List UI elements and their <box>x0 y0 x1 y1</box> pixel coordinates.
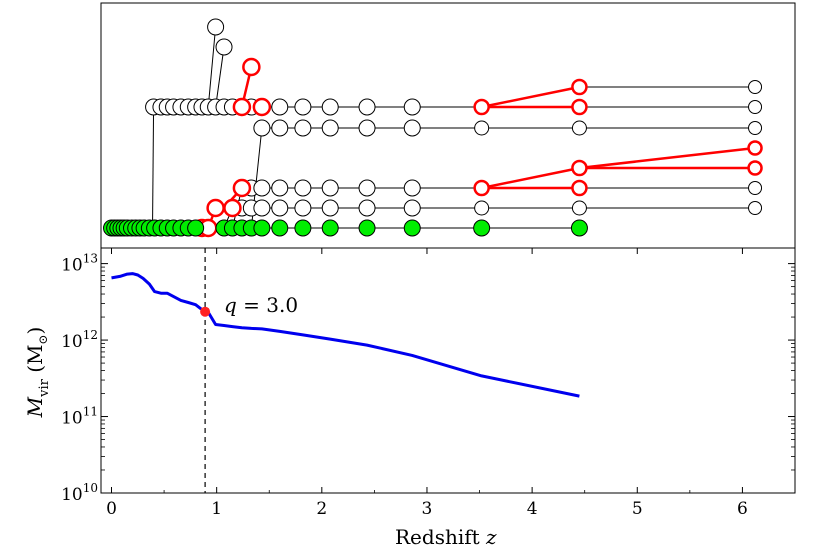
merger-halo-node <box>747 140 763 156</box>
halo-node <box>321 179 339 197</box>
main-progenitor-node <box>294 219 312 237</box>
red-link <box>579 146 756 170</box>
halo-node <box>271 179 289 197</box>
halo-node <box>748 181 763 195</box>
x-axis-label: Redshift z <box>395 525 497 549</box>
x-tick-label-6: 6 <box>737 499 748 519</box>
tree-panel-frame <box>100 2 796 249</box>
halo-node <box>271 119 289 137</box>
main-progenitor-node <box>271 219 289 237</box>
halo-node <box>294 179 312 197</box>
halo-node <box>321 119 339 137</box>
merger-halo-node <box>242 57 261 77</box>
x-tick-label-0: 0 <box>106 499 117 519</box>
halo-node <box>271 98 289 116</box>
y-axis-label: Mvir (M⊙) <box>23 327 52 419</box>
main-progenitor-node <box>358 219 376 237</box>
axis-ticks: 0 1 2 3 4 5 6 1010 1011 1012 1013 <box>61 248 795 519</box>
halo-node <box>294 119 312 137</box>
y-tick-label: 1013 <box>61 252 98 276</box>
merger-halo-node <box>571 98 588 116</box>
halo-node <box>403 199 421 217</box>
halo-node <box>403 179 421 197</box>
y-tick-label: 1010 <box>61 481 98 505</box>
x-tick-label-4: 4 <box>527 499 538 519</box>
x-tick-label-1: 1 <box>211 499 222 519</box>
halo-node <box>358 119 376 137</box>
halo-node <box>253 199 271 217</box>
y-tick-label: 1011 <box>61 405 98 429</box>
merger-halo-node <box>473 98 490 116</box>
q-annotation: q = 3.0 <box>224 293 298 317</box>
merger-halo-node <box>232 178 252 198</box>
merger-halo-node <box>473 179 490 197</box>
branch-connector <box>207 26 217 108</box>
halo-node <box>474 200 490 216</box>
halo-node <box>571 200 587 216</box>
halo-node <box>358 199 376 217</box>
main-progenitor-node <box>570 219 588 237</box>
main-progenitor-node <box>321 219 339 237</box>
halo-node <box>207 18 225 36</box>
halo-node <box>403 98 421 116</box>
branch-connector <box>215 46 225 108</box>
branch-connector <box>152 106 155 229</box>
halo-node <box>358 98 376 116</box>
halo-node <box>294 98 312 116</box>
halo-node <box>571 120 587 136</box>
halo-node <box>474 120 490 136</box>
merger-halo-node <box>571 78 588 96</box>
halo-node <box>294 199 312 217</box>
merger-tree <box>103 18 763 238</box>
halo-node <box>748 100 763 114</box>
main-progenitor-node <box>473 219 491 237</box>
halo-node <box>321 98 339 116</box>
merger-halo-node <box>571 179 588 197</box>
red-link <box>481 85 580 109</box>
y-tick-label: 1012 <box>61 328 98 352</box>
x-tick-label-3: 3 <box>422 499 433 519</box>
merger-halo-node <box>232 97 252 117</box>
mass-series-line <box>111 272 580 398</box>
halo-node <box>748 80 763 94</box>
halo-node <box>271 199 289 217</box>
merger-halo-node <box>747 160 763 176</box>
main-progenitor-node <box>403 219 421 237</box>
merger-halo-node <box>252 97 272 117</box>
main-progenitor-node <box>253 219 271 237</box>
halo-node <box>253 179 271 197</box>
halo-node <box>403 119 421 137</box>
halo-node <box>321 199 339 217</box>
x-tick-label-2: 2 <box>316 499 327 519</box>
halo-node <box>358 179 376 197</box>
halo-node <box>215 38 233 56</box>
merger-halo-node <box>206 198 225 218</box>
merger-halo-node <box>223 198 242 218</box>
red-link <box>481 166 580 190</box>
x-tick-label-5: 5 <box>632 499 643 519</box>
halo-node <box>748 121 763 135</box>
q-marker-point <box>200 306 211 317</box>
halo-node <box>253 119 271 137</box>
mass-plot <box>111 248 580 493</box>
halo-node <box>748 201 763 215</box>
merger-halo-node <box>571 159 588 177</box>
main-progenitor-node <box>187 219 205 237</box>
